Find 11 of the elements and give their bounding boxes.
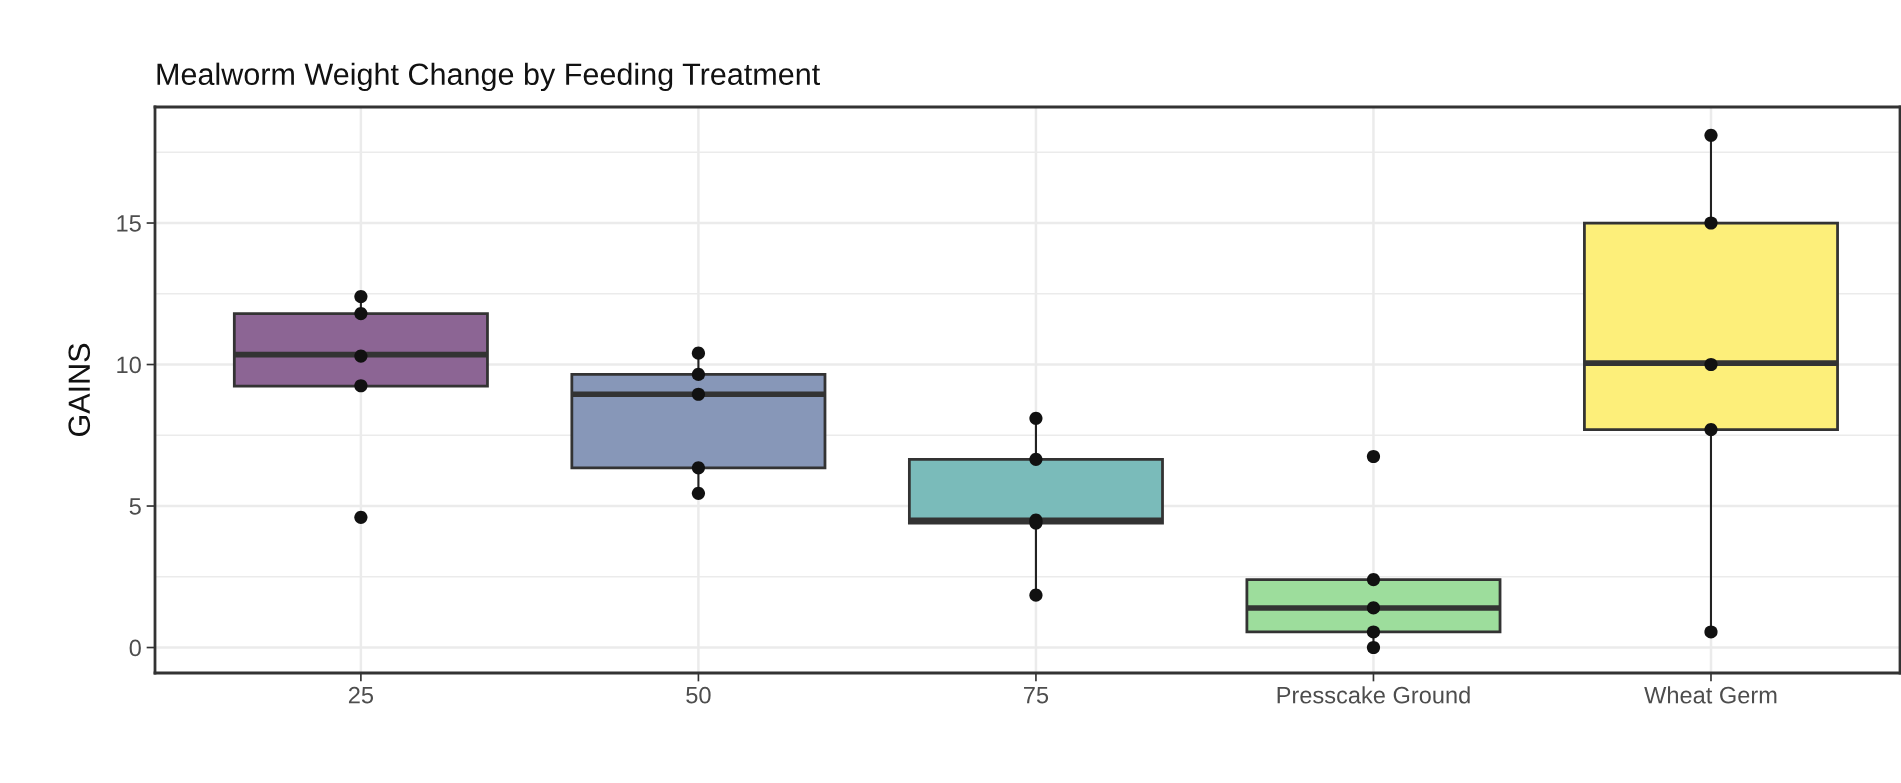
y-tick-label: 10 — [117, 356, 141, 374]
y-axis-title: GAINS — [68, 343, 91, 437]
x-tick-label: 25 — [348, 686, 374, 704]
y-tick-label: 15 — [117, 215, 141, 232]
x-tick-label: 75 — [1024, 687, 1049, 704]
x-tick-label: Presscake Ground — [1277, 686, 1470, 704]
y-tick-label: 5 — [129, 498, 141, 515]
chart-title: Mealworm Weight Change by Feeding Treatment — [157, 62, 820, 92]
x-tick-label: Wheat Germ — [1644, 686, 1777, 704]
x-tick-label: 50 — [686, 686, 711, 704]
y-tick-label: 0 — [129, 639, 141, 657]
